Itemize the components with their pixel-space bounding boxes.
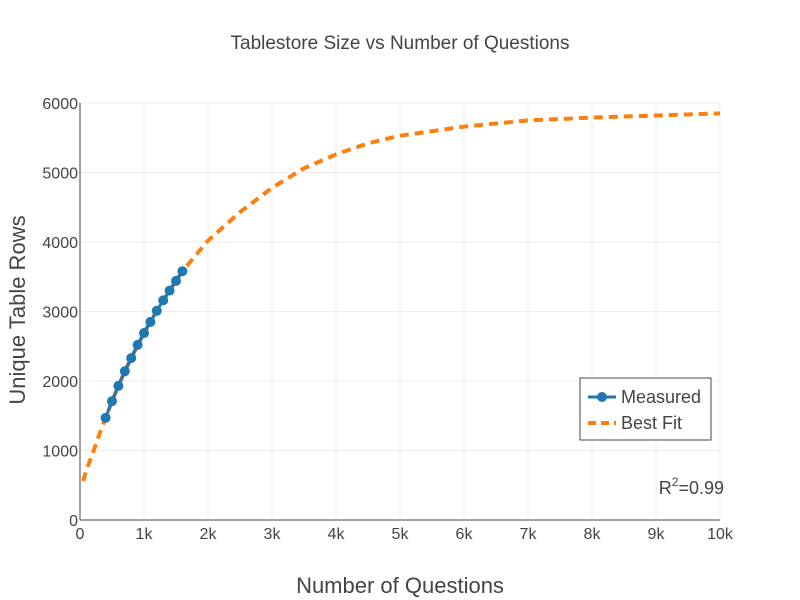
measured-point xyxy=(113,380,124,391)
legend-bestfit-label: Best Fit xyxy=(621,413,682,433)
x-tick-label: 5k xyxy=(392,526,410,543)
y-tick-label: 0 xyxy=(69,513,78,530)
y-tick-label: 6000 xyxy=(42,96,78,113)
y-axis-title: Unique Table Rows xyxy=(5,215,30,404)
legend-measured-marker xyxy=(597,392,607,402)
y-tick-label: 2000 xyxy=(42,374,78,391)
x-tick-label: 3k xyxy=(264,526,282,543)
measured-point xyxy=(100,412,111,423)
x-axis-title: Number of Questions xyxy=(296,573,504,598)
measured-point xyxy=(145,316,156,327)
x-tick-label: 1k xyxy=(136,526,154,543)
measured-point xyxy=(132,339,143,350)
x-tick-label: 2k xyxy=(200,526,218,543)
grid-lines xyxy=(80,102,721,520)
tick-labels: 0 1k 2k 3k 4k 5k 6k 7k 8k 9k 10k 0 1000 2000 3000 4000 5… xyxy=(42,96,733,543)
y-tick-label: 1000 xyxy=(42,444,78,461)
r-squared-annotation: R2=0.99 xyxy=(659,475,724,498)
legend-measured-label: Measured xyxy=(621,387,701,407)
y-tick-label: 5000 xyxy=(42,166,78,183)
legend: Measured Best Fit xyxy=(579,377,712,441)
measured-point xyxy=(177,266,188,277)
series-best-fit-line xyxy=(81,111,721,482)
x-tick-label: 6k xyxy=(456,526,474,543)
axes xyxy=(79,103,720,521)
x-tick-label: 7k xyxy=(520,526,538,543)
chart-title: Tablestore Size vs Number of Questions xyxy=(231,33,570,54)
x-tick-label: 0 xyxy=(76,526,85,543)
measured-point xyxy=(107,396,117,407)
y-tick-label: 3000 xyxy=(42,305,78,322)
plot-area xyxy=(81,111,721,482)
measured-point xyxy=(119,366,130,377)
measured-point xyxy=(164,285,175,296)
x-tick-label: 10k xyxy=(707,526,734,543)
legend-box xyxy=(579,377,712,441)
measured-point xyxy=(126,353,137,364)
x-tick-label: 8k xyxy=(584,526,602,543)
measured-point xyxy=(151,305,162,316)
y-tick-label: 4000 xyxy=(42,235,78,252)
measured-point xyxy=(158,295,169,306)
x-tick-label: 4k xyxy=(328,526,346,543)
measured-point xyxy=(171,275,181,286)
x-tick-label: 9k xyxy=(648,526,666,543)
measured-point xyxy=(139,328,149,339)
